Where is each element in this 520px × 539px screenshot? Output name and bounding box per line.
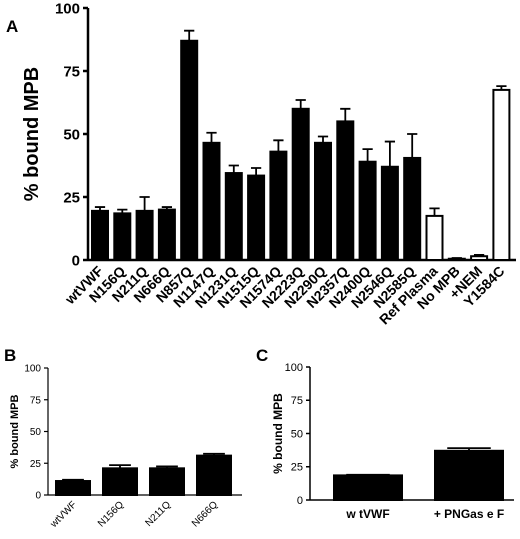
error-bar-b-3 <box>203 452 225 456</box>
bar-a-13 <box>380 165 399 261</box>
y-axis-title-a: % bound MPB <box>21 67 43 201</box>
bar-a-12 <box>358 160 377 261</box>
bar-a-2 <box>135 209 154 261</box>
error-bar-a-1 <box>117 208 128 214</box>
bar-a-8 <box>269 150 288 261</box>
bar-a-4 <box>180 39 199 262</box>
bar-b-1 <box>102 467 138 496</box>
error-bar-a-13 <box>384 140 396 167</box>
category-label-b-3: N666Q <box>190 499 220 529</box>
error-bar-a-2 <box>139 196 150 211</box>
error-bar-a-11 <box>340 107 351 122</box>
y-tick-label-b-0: 0 <box>35 491 41 502</box>
error-bar-c-0 <box>346 473 390 476</box>
category-label-b-2: N211Q <box>143 499 173 529</box>
bar-a-17 <box>470 255 489 262</box>
y-tick-label-c-4: 100 <box>285 362 303 374</box>
y-tick-label-b-1: 25 <box>30 459 42 470</box>
y-tick-label-a-0: 0 <box>72 252 80 269</box>
error-bar-a-18 <box>496 85 507 90</box>
bar-b-3 <box>196 454 232 497</box>
y-tick-label-a-3: 75 <box>63 63 80 80</box>
error-bar-b-1 <box>109 464 131 469</box>
category-label-c-0: w tVWF <box>345 507 389 521</box>
bar-b-2 <box>149 467 185 496</box>
y-tick-label-a-1: 25 <box>63 189 80 206</box>
panel-label-b: B <box>4 346 16 365</box>
y-tick-label-a-2: 50 <box>63 126 80 143</box>
y-tick-label-b-4: 100 <box>24 364 41 375</box>
y-tick-label-c-1: 25 <box>291 462 303 474</box>
error-bar-a-3 <box>161 206 173 210</box>
error-bar-a-0 <box>94 206 106 211</box>
error-bar-a-14 <box>407 133 418 158</box>
bar-a-3 <box>157 208 176 262</box>
bar-a-10 <box>314 141 332 262</box>
bar-a-0 <box>91 209 109 261</box>
y-tick-label-b-3: 75 <box>30 395 42 406</box>
panel-label-c: C <box>256 346 268 365</box>
error-bar-a-6 <box>228 164 239 174</box>
category-label-b-1: N156Q <box>96 499 126 529</box>
y-tick-label-a-4: 100 <box>55 0 80 17</box>
y-axis-title-b: % bound MPB <box>9 394 21 468</box>
error-bar-a-17 <box>473 254 485 257</box>
category-label-b-0: wtVWF <box>48 499 79 530</box>
error-bar-a-12 <box>362 148 373 162</box>
error-bar-a-15 <box>429 207 440 216</box>
bar-b-0 <box>55 480 91 496</box>
bar-c-1 <box>434 449 504 502</box>
error-bar-b-0 <box>62 478 84 482</box>
error-bar-a-9 <box>295 99 306 109</box>
bar-a-6 <box>224 172 243 261</box>
y-axis-title-c: % bound MPB <box>271 393 285 474</box>
y-tick-label-c-3: 75 <box>291 395 303 407</box>
chart-panel-b: 0 25 50 75 100 % bound MPB wtVWF N156Q N211Q N666… <box>9 364 242 531</box>
bar-a-1 <box>113 212 132 262</box>
error-bar-a-16 <box>451 257 462 259</box>
y-tick-label-c-2: 50 <box>291 428 303 440</box>
bar-a-11 <box>336 120 355 262</box>
error-bar-a-10 <box>317 135 329 143</box>
bar-a-16 <box>447 257 466 261</box>
bar-a-9 <box>291 107 310 261</box>
error-bar-c-1 <box>447 447 491 451</box>
bar-a-5 <box>202 141 221 262</box>
chart-panel-c: 0 25 50 75 100 % bound MPB w tVWF + PNGas e F <box>271 362 514 521</box>
y-tick-label-c-0: 0 <box>297 495 303 507</box>
error-bar-a-5 <box>206 131 217 143</box>
error-bar-a-8 <box>273 139 284 152</box>
bar-a-14 <box>403 156 422 261</box>
error-bar-a-7 <box>250 167 262 176</box>
bar-c-0 <box>333 474 403 501</box>
bar-a-7 <box>247 174 266 261</box>
error-bar-b-2 <box>156 465 178 469</box>
category-label-c-1: + PNGas e F <box>434 507 504 521</box>
panel-label-a: A <box>6 17 18 36</box>
y-tick-label-b-2: 50 <box>30 427 42 438</box>
bar-a-18 <box>492 88 511 262</box>
error-bar-a-4 <box>184 29 195 41</box>
bar-a-15 <box>425 214 444 261</box>
